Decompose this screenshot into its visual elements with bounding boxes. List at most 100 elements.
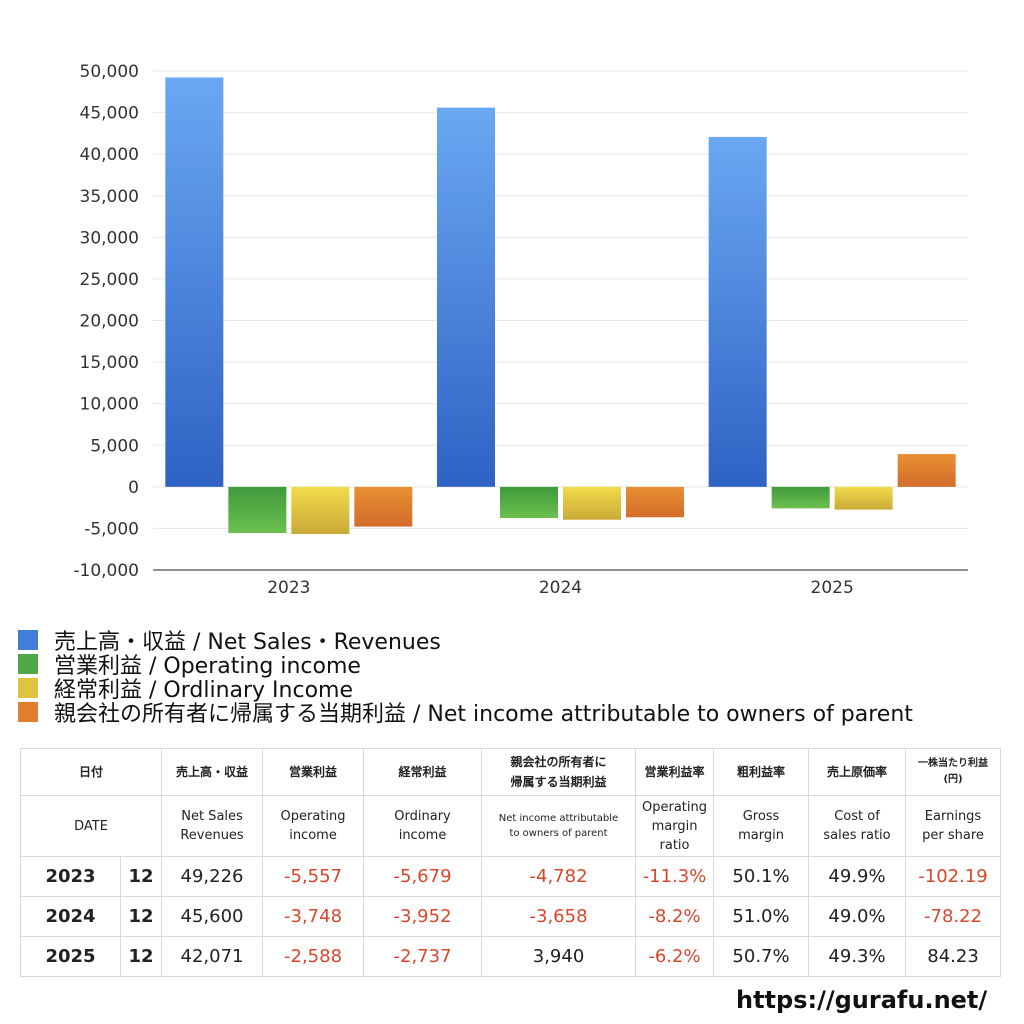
header-op-jp: 営業利益 [262,748,365,796]
chart-legend: 売上高・収益 / Net Sales・Revenues 営業利益 / Opera… [18,628,913,727]
header-net-jp-line1: 親会社の所有者に [510,755,607,769]
bar-2024-series-1 [500,486,558,519]
header-date-jp: 日付 [19,748,163,796]
y-tick-label: -5,000 [84,519,139,539]
header-cos-jp: 売上原価率 [808,748,907,796]
header-sales-en-l2: Revenues [180,828,244,843]
legend-item-net-income: 親会社の所有者に帰属する当期利益 / Net income attributab… [18,700,913,727]
legend-item-operating-income: 営業利益 / Operating income [18,652,913,679]
table-row: 2023 12 49,226 -5,557 -5,679 -4,782 -11.… [20,856,1002,897]
header-ord-en-l2: income [398,828,447,843]
legend-swatch-net-sales [18,630,38,650]
legend-label-net-income: 親会社の所有者に帰属する当期利益 / Net income attributab… [54,702,913,727]
legend-swatch-ordinary-income [18,678,38,698]
header-cos-en: Cost of sales ratio [808,795,907,857]
bar-2023-series-3 [354,486,413,527]
header-opm-en-l2: margin [651,818,698,834]
cell-sales: 45,600 [161,896,264,937]
cell-net: 3,940 [481,936,637,977]
header-sales-jp: 売上高・収益 [161,748,264,796]
bar-2025-series-2 [834,486,893,510]
header-eps-jp-line1: 一株当たり利益 [918,758,989,769]
header-ord-en: Ordinary income [363,795,483,857]
y-tick-label: 15,000 [80,353,139,373]
cell-eps: 84.23 [905,936,1002,977]
legend-label-operating-income: 営業利益 / Operating income [54,654,361,679]
header-ord-jp: 経常利益 [363,748,483,796]
cell-net: -3,658 [481,896,637,937]
y-tick-label: 45,000 [80,104,139,124]
header-sales-en: Net Sales Revenues [161,795,264,857]
header-net-jp-line2: 帰属する当期利益 [510,775,607,789]
y-tick-label: 30,000 [80,228,139,248]
bar-chart: 50,000 45,000 40,000 35,000 30,000 25,000 20,0… [73,62,968,598]
bar-2024-series-3 [626,486,684,518]
cell-op: -3,748 [262,896,365,937]
y-tick-label: -10,000 [73,561,139,581]
table-header-en: DATE Net Sales Revenues Operating income… [19,795,1002,857]
cell-sales: 49,226 [161,856,264,897]
header-op-en-l2: income [289,828,337,843]
bar-2023-series-0 [165,77,224,487]
legend-item-net-sales: 売上高・収益 / Net Sales・Revenues [18,628,913,655]
y-tick-label: 10,000 [80,395,139,415]
bar-2024-series-2 [563,486,621,520]
row-year: 2023 [20,856,121,897]
legend-swatch-net-income [18,702,38,722]
header-net-en: Net income attributable to owners of par… [481,795,637,857]
legend-swatch-operating-income [18,654,38,674]
bar-2024-series-0 [437,107,495,487]
header-net-en-l1: Net income attributable [498,813,619,824]
cell-opm: -8.2% [635,896,715,937]
header-sales-en-l1: Net Sales [181,809,243,824]
cell-gm: 50.7% [713,936,810,977]
header-eps-jp-line2: (円) [943,774,963,785]
header-gm-en: Gross margin [713,795,810,857]
bar-2023-series-2 [291,486,350,535]
header-eps-en-l1: Earnings [924,809,982,824]
x-tick-label: 2023 [267,578,310,598]
site-url[interactable]: https://gurafu.net/ [736,986,988,1014]
cell-op: -5,557 [262,856,365,897]
header-op-en-l1: Operating [280,809,346,824]
cell-ord: -2,737 [363,936,483,977]
y-tick-label: 40,000 [80,145,139,165]
header-opm-en: Operating margin ratio [635,795,715,857]
financial-table: 日付 売上高・収益 営業利益 経常利益 親会社の所有者に 帰属する当期利益 営業… [19,748,1002,977]
cell-sales: 42,071 [161,936,264,977]
header-net-jp: 親会社の所有者に 帰属する当期利益 [481,748,637,796]
cell-cos: 49.3% [808,936,907,977]
bar-2025-series-0 [708,136,767,487]
y-tick-label: 5,000 [90,436,139,456]
header-net-en-l2: to owners of parent [509,828,608,839]
header-opm-jp: 営業利益率 [635,748,715,796]
cell-opm: -6.2% [635,936,715,977]
cell-cos: 49.0% [808,896,907,937]
header-opm-en-l3: ratio [659,837,690,853]
x-tick-label: 2025 [811,578,854,598]
header-gm-jp: 粗利益率 [713,748,810,796]
row-month: 12 [119,936,163,977]
header-op-en: Operating income [262,795,365,857]
legend-label-net-sales: 売上高・収益 / Net Sales・Revenues [54,630,441,655]
legend-label-ordinary-income: 経常利益 / Ordlinary Income [54,678,353,703]
cell-gm: 51.0% [713,896,810,937]
row-month: 12 [119,896,163,937]
row-year: 2024 [20,896,121,937]
y-tick-label: 25,000 [80,270,139,290]
header-gm-en-l1: Gross [742,809,780,824]
bar-2025-series-3 [897,454,956,487]
y-tick-label: 20,000 [80,312,139,332]
table-row: 2024 12 45,600 -3,748 -3,952 -3,658 -8.2… [20,896,1002,937]
header-eps-jp: 一株当たり利益 (円) [905,748,1002,796]
cell-eps: -102.19 [905,856,1002,897]
cell-gm: 50.1% [713,856,810,897]
y-tick-label: 50,000 [80,62,139,82]
header-eps-en-l2: per share [922,828,984,843]
cell-ord: -3,952 [363,896,483,937]
header-cos-en-l2: sales ratio [823,828,891,843]
table-row: 2025 12 42,071 -2,588 -2,737 3,940 -6.2%… [20,936,1002,977]
cell-op: -2,588 [262,936,365,977]
header-opm-en-l1: Operating [642,799,708,815]
header-gm-en-l2: margin [738,828,784,843]
